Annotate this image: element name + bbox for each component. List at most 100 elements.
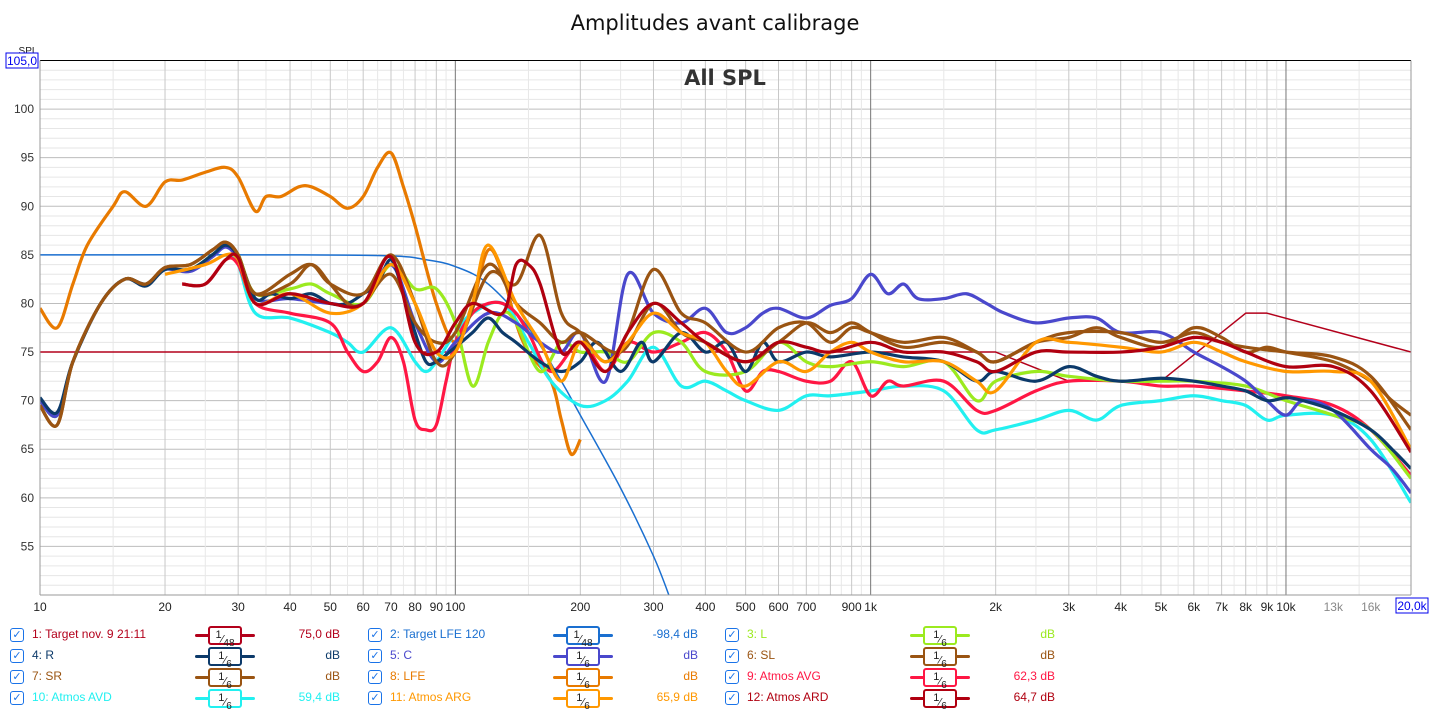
- series-checkbox[interactable]: ✓: [725, 649, 739, 663]
- series-checkbox[interactable]: ✓: [368, 649, 382, 663]
- series-value: dB: [325, 648, 340, 662]
- x-tick-label: 60: [357, 600, 371, 614]
- series-checkbox[interactable]: ✓: [725, 628, 739, 642]
- legend-item: ✓ 3: L 1⁄6 dB: [725, 626, 1075, 649]
- x-tick-label: 10k: [1276, 600, 1296, 614]
- grid: [39, 60, 1412, 596]
- smoothing-label: 1⁄6: [923, 626, 957, 649]
- smoothing-label: 1⁄6: [208, 647, 242, 670]
- x-tick-label: 500: [736, 600, 756, 614]
- series-name[interactable]: 10: Atmos AVD: [32, 690, 112, 704]
- series-checkbox[interactable]: ✓: [725, 691, 739, 705]
- series-line-12: [182, 252, 1411, 454]
- series-checkbox[interactable]: ✓: [10, 670, 24, 684]
- x-tick-label: 10: [33, 600, 47, 614]
- series-name[interactable]: 7: SR: [32, 669, 63, 683]
- series-name[interactable]: 3: L: [747, 627, 768, 641]
- x-tick-label: 7k: [1215, 600, 1229, 614]
- series-checkbox[interactable]: ✓: [368, 670, 382, 684]
- y-tick-label: 95: [21, 151, 35, 165]
- series-name[interactable]: 6: SL: [747, 648, 776, 662]
- x-tick-label: 8k: [1239, 600, 1253, 614]
- legend-item: ✓ 9: Atmos AVG 1⁄6 62,3 dB: [725, 668, 1075, 691]
- smoothing-button[interactable]: 1⁄6: [553, 647, 613, 670]
- series-group: [40, 150, 1411, 595]
- smoothing-button[interactable]: 1⁄6: [195, 689, 255, 712]
- series-checkbox[interactable]: ✓: [368, 628, 382, 642]
- smoothing-label: 1⁄6: [566, 647, 600, 670]
- smoothing-button[interactable]: 1⁄6: [910, 626, 970, 649]
- smoothing-label: 1⁄6: [923, 668, 957, 691]
- plot-area: [40, 60, 1411, 595]
- x-tick-label: 80: [408, 600, 422, 614]
- legend-item: ✓ 10: Atmos AVD 1⁄6 59,4 dB: [10, 689, 360, 712]
- x-tick-label: 30: [231, 600, 245, 614]
- smoothing-label: 1⁄6: [923, 689, 957, 712]
- y-tick-label: 60: [21, 491, 35, 505]
- y-tick-label: 100: [14, 102, 34, 116]
- y-tick-label: 65: [21, 442, 35, 456]
- series-value: dB: [325, 669, 340, 683]
- legend-item: ✓ 6: SL 1⁄6 dB: [725, 647, 1075, 670]
- smoothing-button[interactable]: 1⁄6: [195, 668, 255, 691]
- y-axis-label: SPL: [19, 46, 38, 57]
- smoothing-button[interactable]: 1⁄6: [910, 689, 970, 712]
- x-tick-label: 300: [643, 600, 663, 614]
- smoothing-button[interactable]: 1⁄6: [910, 647, 970, 670]
- series-value: 59,4 dB: [298, 690, 340, 704]
- smoothing-label: 1⁄6: [566, 689, 600, 712]
- smoothing-button[interactable]: 1⁄6: [553, 668, 613, 691]
- legend-item: ✓ 8: LFE 1⁄6 dB: [368, 668, 718, 691]
- series-name[interactable]: 5: C: [390, 648, 413, 662]
- series-value: dB: [1040, 627, 1055, 641]
- smoothing-label: 1⁄6: [566, 668, 600, 691]
- y-tick-label: 55: [21, 539, 35, 553]
- y-max-box[interactable]: [5, 52, 39, 69]
- series-name[interactable]: 9: Atmos AVG: [747, 669, 821, 683]
- series-name[interactable]: 12: Atmos ARD: [747, 690, 829, 704]
- series-name[interactable]: 8: LFE: [390, 669, 426, 683]
- x-tick-label: 16k: [1361, 600, 1381, 614]
- series-checkbox[interactable]: ✓: [10, 628, 24, 642]
- x-tick-label: 6k: [1187, 600, 1201, 614]
- y-tick-label: 75: [21, 345, 35, 359]
- series-value: dB: [683, 648, 698, 662]
- series-value: dB: [1040, 648, 1055, 662]
- series-name[interactable]: 4: R: [32, 648, 55, 662]
- x-tick-label: 600: [768, 600, 788, 614]
- x-tick-label: 90: [430, 600, 444, 614]
- x-tick-label: 100: [445, 600, 465, 614]
- x-tick-label: 40: [283, 600, 297, 614]
- y-max-label[interactable]: 105,0: [7, 54, 37, 68]
- series-name[interactable]: 2: Target LFE 120: [390, 627, 486, 641]
- legend-item: ✓ 11: Atmos ARG 1⁄6 65,9 dB: [368, 689, 718, 712]
- x-max-box[interactable]: [1395, 597, 1429, 614]
- x-tick-label: 700: [796, 600, 816, 614]
- smoothing-button[interactable]: 1⁄48: [553, 626, 613, 649]
- series-checkbox[interactable]: ✓: [368, 691, 382, 705]
- legend-item: ✓ 12: Atmos ARD 1⁄6 64,7 dB: [725, 689, 1075, 712]
- series-name[interactable]: 11: Atmos ARG: [390, 690, 472, 704]
- smoothing-button[interactable]: 1⁄6: [910, 668, 970, 691]
- smoothing-button[interactable]: 1⁄48: [195, 626, 255, 649]
- x-max-label[interactable]: 20,0k: [1397, 599, 1427, 613]
- series-checkbox[interactable]: ✓: [10, 691, 24, 705]
- smoothing-button[interactable]: 1⁄6: [553, 689, 613, 712]
- x-tick-label: 2k: [989, 600, 1003, 614]
- x-tick-label: 4k: [1114, 600, 1128, 614]
- smoothing-button[interactable]: 1⁄6: [195, 647, 255, 670]
- legend-item: ✓ 4: R 1⁄6 dB: [10, 647, 360, 670]
- series-value: 62,3 dB: [1013, 669, 1055, 683]
- series-checkbox[interactable]: ✓: [10, 649, 24, 663]
- series-value: 65,9 dB: [656, 690, 698, 704]
- smoothing-label: 1⁄6: [208, 689, 242, 712]
- series-name[interactable]: 1: Target nov. 9 21:11: [32, 627, 147, 641]
- x-tick-label: 9k: [1261, 600, 1275, 614]
- chart-subtitle: All SPL: [684, 66, 766, 90]
- y-tick-label: 85: [21, 248, 35, 262]
- series-line-7: [40, 240, 1411, 431]
- series-value: 64,7 dB: [1013, 690, 1055, 704]
- series-checkbox[interactable]: ✓: [725, 670, 739, 684]
